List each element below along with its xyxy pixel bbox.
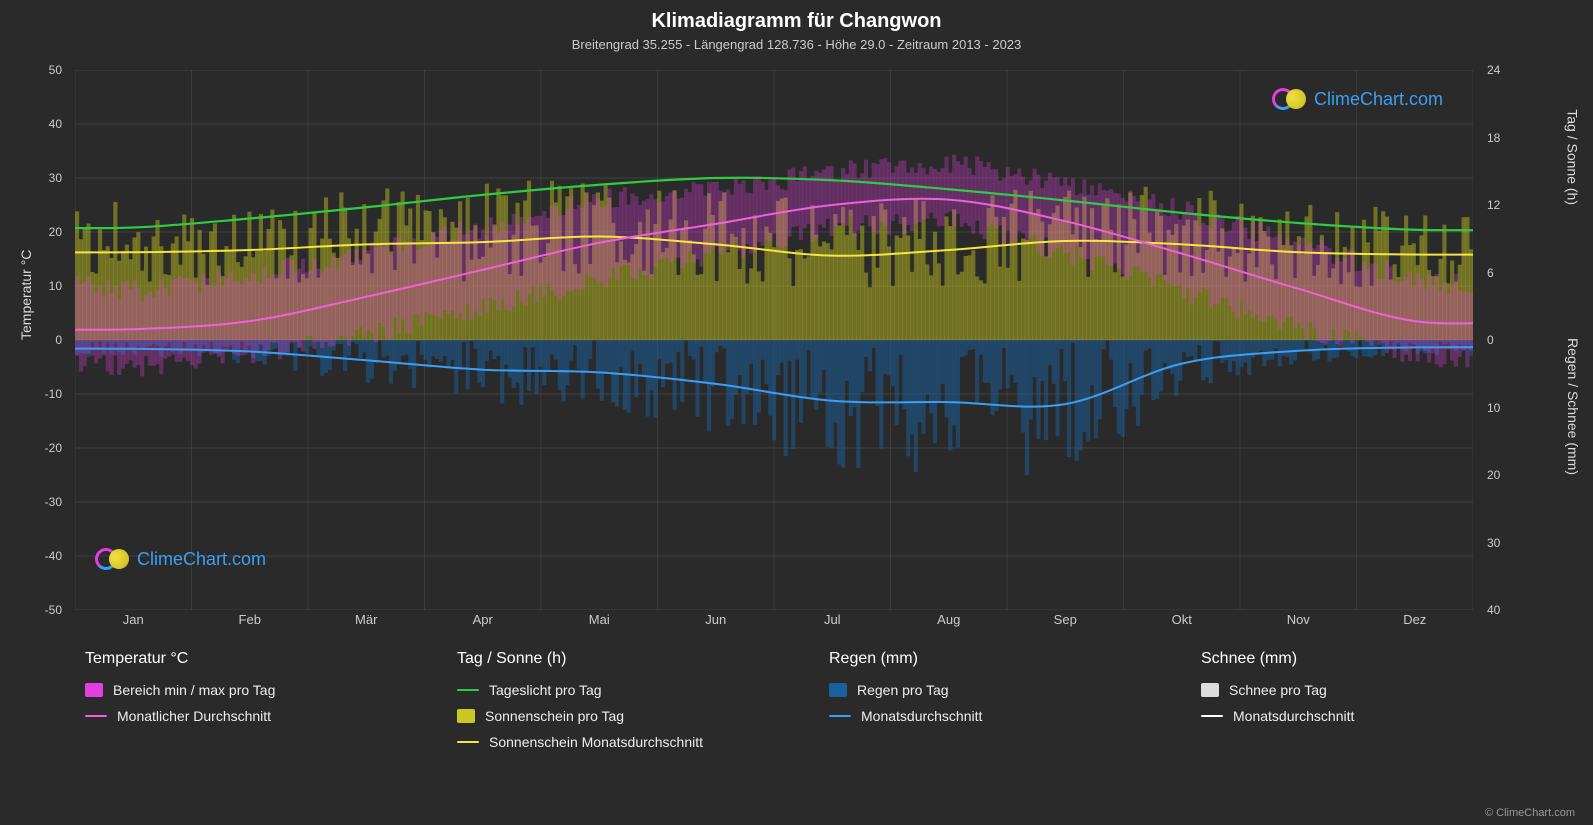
y-axis-right-bot-label: Regen / Schnee (mm) <box>1565 338 1581 475</box>
y-tick-right-sun: 0 <box>1487 333 1527 347</box>
y-axis-right: 0612182410203040 <box>1483 70 1543 610</box>
legend-swatch <box>829 715 851 718</box>
legend-title: Temperatur °C <box>85 650 417 668</box>
y-axis-left: -50-40-30-20-1001020304050 <box>0 70 70 610</box>
legend-col-temp: Temperatur °C Bereich min / max pro Tag M… <box>85 650 417 750</box>
x-axis: Jan Feb Mär Apr Mai Jun Jul Aug Sep Okt Nov Dez <box>75 612 1473 637</box>
y-tick-left: 50 <box>22 63 62 77</box>
legend-swatch <box>457 709 475 723</box>
x-tick-month: Jun <box>705 612 726 627</box>
legend-item: Monatsdurchschnitt <box>829 708 1161 724</box>
legend-title: Regen (mm) <box>829 650 1161 668</box>
legend-label: Sonnenschein Monatsdurchschnitt <box>489 734 703 750</box>
legend-label: Regen pro Tag <box>857 682 949 698</box>
y-tick-left: 20 <box>22 225 62 239</box>
y-tick-right-sun: 24 <box>1487 63 1527 77</box>
legend-label: Tageslicht pro Tag <box>489 682 602 698</box>
legend-swatch <box>1201 683 1219 697</box>
legend-col-rain: Regen (mm) Regen pro Tag Monatsdurchschni… <box>829 650 1161 750</box>
climate-chart: Klimadiagramm für Changwon Breitengrad 3… <box>0 0 1593 825</box>
plot-svg <box>75 70 1473 610</box>
y-axis-right-top-label: Tag / Sonne (h) <box>1565 109 1581 205</box>
x-tick-month: Mär <box>355 612 377 627</box>
copyright: © ClimeChart.com <box>1485 807 1575 819</box>
y-tick-left: 30 <box>22 171 62 185</box>
legend-item: Sonnenschein Monatsdurchschnitt <box>457 734 789 750</box>
y-tick-left: -10 <box>22 387 62 401</box>
legend-label: Monatlicher Durchschnitt <box>117 708 271 724</box>
plot-area: ClimeChart.com ClimeChart.com <box>75 70 1473 610</box>
y-tick-left: 0 <box>22 333 62 347</box>
chart-title: Klimadiagramm für Changwon <box>0 0 1593 33</box>
legend-swatch <box>85 683 103 697</box>
y-tick-left: -50 <box>22 603 62 617</box>
legend-item: Sonnenschein pro Tag <box>457 708 789 724</box>
legend-col-snow: Schnee (mm) Schnee pro Tag Monatsdurchsch… <box>1201 650 1533 750</box>
y-tick-left: 40 <box>22 117 62 131</box>
legend-item: Monatsdurchschnitt <box>1201 708 1533 724</box>
legend-label: Monatsdurchschnitt <box>1233 708 1354 724</box>
legend-item: Tageslicht pro Tag <box>457 682 789 698</box>
y-tick-right-rain: 30 <box>1487 536 1527 550</box>
x-tick-month: Sep <box>1054 612 1077 627</box>
x-tick-month: Nov <box>1287 612 1310 627</box>
legend-swatch <box>85 715 107 718</box>
legend-label: Sonnenschein pro Tag <box>485 708 624 724</box>
x-tick-month: Feb <box>239 612 261 627</box>
legend: Temperatur °C Bereich min / max pro Tag M… <box>85 650 1533 750</box>
legend-label: Schnee pro Tag <box>1229 682 1327 698</box>
legend-label: Monatsdurchschnitt <box>861 708 982 724</box>
legend-swatch <box>457 689 479 692</box>
legend-item: Bereich min / max pro Tag <box>85 682 417 698</box>
y-tick-left: -40 <box>22 549 62 563</box>
legend-title: Tag / Sonne (h) <box>457 650 789 668</box>
legend-swatch <box>829 683 847 697</box>
x-tick-month: Okt <box>1172 612 1192 627</box>
x-tick-month: Jan <box>123 612 144 627</box>
legend-item: Regen pro Tag <box>829 682 1161 698</box>
y-tick-right-rain: 10 <box>1487 401 1527 415</box>
legend-label: Bereich min / max pro Tag <box>113 682 275 698</box>
y-tick-left: -30 <box>22 495 62 509</box>
y-tick-right-sun: 18 <box>1487 131 1527 145</box>
legend-col-sun: Tag / Sonne (h) Tageslicht pro Tag Sonnen… <box>457 650 789 750</box>
legend-title: Schnee (mm) <box>1201 650 1533 668</box>
y-tick-left: 10 <box>22 279 62 293</box>
legend-swatch <box>457 741 479 744</box>
x-tick-month: Apr <box>473 612 493 627</box>
x-tick-month: Jul <box>824 612 841 627</box>
chart-subtitle: Breitengrad 35.255 - Längengrad 128.736 … <box>0 33 1593 52</box>
y-tick-right-rain: 20 <box>1487 468 1527 482</box>
y-tick-right-sun: 12 <box>1487 198 1527 212</box>
x-tick-month: Mai <box>589 612 610 627</box>
x-tick-month: Dez <box>1403 612 1426 627</box>
legend-item: Schnee pro Tag <box>1201 682 1533 698</box>
legend-item: Monatlicher Durchschnitt <box>85 708 417 724</box>
legend-swatch <box>1201 715 1223 718</box>
y-tick-right-sun: 6 <box>1487 266 1527 280</box>
y-tick-left: -20 <box>22 441 62 455</box>
x-tick-month: Aug <box>937 612 960 627</box>
y-tick-right-rain: 40 <box>1487 603 1527 617</box>
